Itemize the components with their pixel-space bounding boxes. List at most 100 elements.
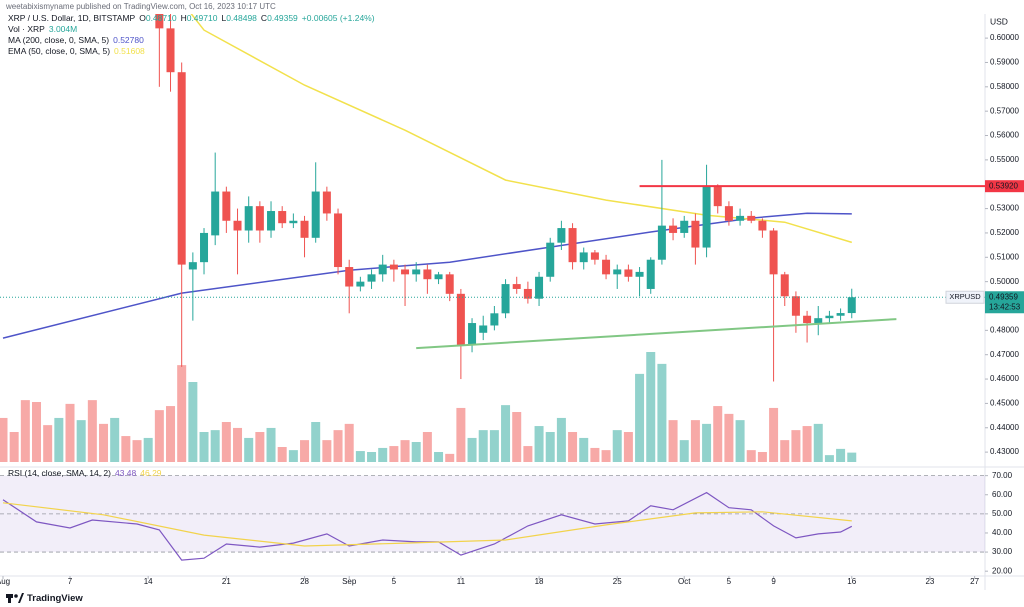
volume-bar [221, 422, 231, 462]
candle-body [356, 281, 365, 287]
volume-bar [288, 450, 298, 462]
x-tick-label: 9 [771, 577, 776, 586]
candle-body [613, 269, 622, 275]
volume-bar [378, 447, 388, 462]
candle-body [211, 191, 220, 236]
volume-bar [434, 452, 444, 462]
x-tick-label: 25 [613, 577, 622, 586]
volume-bar [43, 425, 53, 462]
candle-body [255, 206, 264, 231]
legend-text: 0.49710 [187, 13, 218, 23]
legend-text: +0.00605 (+1.24%) [302, 13, 375, 23]
candle-body [490, 313, 499, 326]
candle-body [803, 315, 812, 324]
candle-body [166, 28, 175, 73]
candle-body [322, 191, 331, 214]
candle-body [590, 252, 599, 260]
x-tick-label: 11 [457, 577, 466, 586]
x-tick-label: 18 [535, 577, 544, 586]
candle-body [702, 186, 711, 248]
volume-bar [601, 450, 611, 462]
candle-body [434, 274, 443, 280]
legend-row: RSI (14, close, SMA, 14, 2) 43.48 46.29 [8, 468, 162, 478]
candle-body [278, 211, 287, 224]
legend-text: L [221, 13, 226, 23]
candle-body [378, 264, 387, 275]
legend-text: C [261, 13, 267, 23]
candle-body [334, 213, 343, 268]
y-tick-label: 0.58000 [990, 82, 1019, 91]
volume-bar [355, 451, 365, 462]
rsi-y-tick-label: 30.00 [992, 547, 1013, 556]
legend-text: MA (200, close, 0, SMA, 5) [8, 35, 109, 45]
legend-text: 43.48 [115, 468, 137, 478]
volume-bar [322, 440, 332, 462]
volume-bar [188, 382, 198, 462]
volume-bar [713, 406, 723, 462]
candle-body [635, 271, 644, 277]
symbol-badge [945, 290, 985, 304]
candle-body [713, 186, 722, 207]
volume-bar [99, 423, 109, 462]
countdown-label: 13:42:53 [989, 302, 1021, 311]
volume-bar [791, 430, 801, 462]
volume-bar [467, 437, 477, 462]
price-label: 0.49359 [989, 292, 1018, 301]
candle-body [791, 296, 800, 316]
volume-bar [54, 417, 64, 462]
candle-body [747, 215, 756, 221]
level-label: 0.53920 [989, 181, 1018, 190]
x-tick-label: 21 [222, 577, 231, 586]
candle-body [780, 274, 789, 297]
candle-body [311, 191, 320, 238]
legend-text: 0.52780 [113, 35, 144, 45]
candle-body [389, 264, 398, 270]
candle-body [624, 269, 633, 277]
volume-bar [847, 452, 857, 462]
rsi-pane [0, 475, 985, 561]
x-tick-label: 14 [144, 577, 153, 586]
candle-body [523, 288, 532, 299]
candle-body [825, 315, 834, 319]
volume-bar [556, 417, 566, 462]
volume-bar [244, 437, 254, 462]
candle-body [501, 284, 510, 314]
candle-body [535, 276, 544, 299]
volume-bar [545, 432, 555, 462]
candle-body [244, 206, 253, 231]
x-tick-label: 16 [847, 577, 856, 586]
volume-bar [76, 420, 86, 462]
legend-row: XRP / U.S. Dollar, 1D, BITSTAMP O0.48710 H… [8, 13, 375, 23]
volume-bar [110, 417, 120, 462]
candle-body [177, 72, 186, 265]
volume-bar [277, 447, 287, 462]
candle-body [769, 230, 778, 275]
candle-body [680, 220, 689, 233]
overlay: XRP / U.S. Dollar, 1D, BITSTAMP O0.48710 H… [0, 13, 1024, 586]
candle-body [456, 293, 465, 345]
volume-bar [657, 363, 667, 462]
volume-bar [824, 455, 834, 462]
trendline [416, 318, 897, 350]
legend-row: EMA (50, close, 0, SMA, 5) 0.51608 [8, 46, 145, 56]
volume-bar [199, 432, 209, 462]
legend-row: MA (200, close, 0, SMA, 5) 0.52780 [8, 35, 144, 45]
level-badge [985, 180, 1024, 193]
volume-bar [389, 446, 399, 462]
volume-bar [445, 453, 455, 462]
volume-bar [166, 406, 176, 462]
volume-bar [32, 402, 42, 462]
volume-bar [20, 400, 30, 462]
x-tick-label: 27 [970, 577, 979, 586]
candle-body [758, 220, 767, 231]
legend-row: Vol · XRP 3.004M [8, 24, 77, 34]
y-tick-label: 0.51000 [990, 252, 1019, 261]
x-tick-label: 7 [68, 577, 73, 586]
y-tick-label: 0.52000 [990, 228, 1019, 237]
y-tick-label: 0.55000 [990, 155, 1019, 164]
volume-bar [255, 432, 265, 462]
legend-text: 0.49359 [267, 13, 298, 23]
candle-body [445, 274, 454, 294]
volume-bar [724, 413, 734, 462]
footer-logo [6, 593, 24, 603]
